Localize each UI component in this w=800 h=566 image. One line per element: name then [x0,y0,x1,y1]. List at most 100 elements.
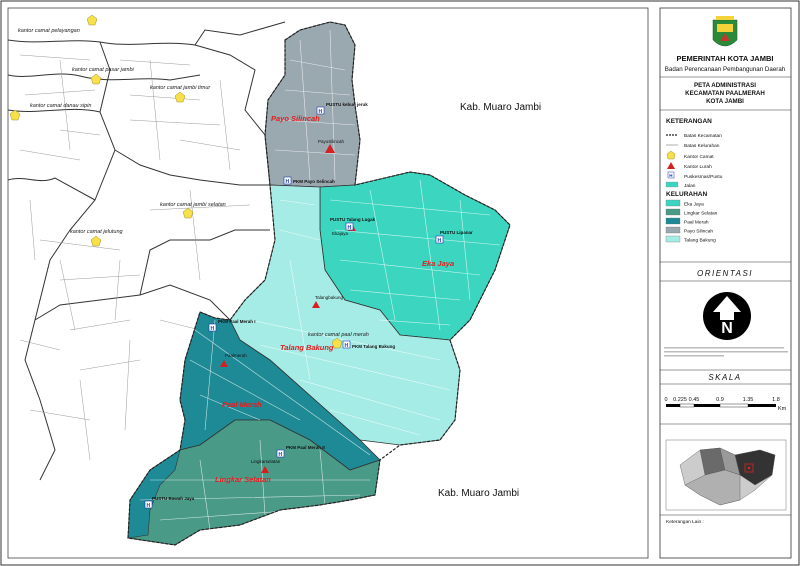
pustu-bawah-icon[interactable]: H [144,500,153,509]
svg-text:0.225: 0.225 [673,397,687,403]
svg-text:Jalan: Jalan [684,183,696,189]
camat-jambi-selatan-label: kantor camat jambi selatan [160,202,226,208]
pkm-talang-icon[interactable]: H [342,340,351,349]
puskesmas-markers: H PUSTU kebun jeruk H PKM Payo Selincah … [144,102,473,509]
camat-danau-sipin-icon[interactable] [9,109,21,121]
legend-item-batas-kecamatan: Batas Kecamatan [666,133,722,139]
lurah-paal-icon[interactable] [220,360,228,367]
lurah-ekajaya-label: Ekajaya [332,231,349,236]
svg-text:0.9: 0.9 [716,397,724,403]
pkm-paal-icon[interactable]: H [208,323,217,332]
svg-text:H: H [279,452,283,458]
lurah-lingkar-icon[interactable] [261,466,269,473]
svg-text:Kantor Camat: Kantor Camat [684,154,714,160]
legend-kel-lingkar-selatan: Lingkar Selatan [665,208,718,217]
svg-text:H: H [348,225,352,231]
svg-text:N: N [721,320,733,337]
label-lingkar-selatan: Lingkar Selatan [215,475,271,484]
svg-text:Eka Jaya: Eka Jaya [684,202,704,208]
scale-bar: 0 0.225 0.45 0.9 1.35 1.8 Km [664,397,786,412]
label-eka-jaya: Eka Jaya [422,259,454,268]
label-paal-merah: Paal Merah [222,400,262,409]
label-payo-silincah: Payo Silincah [271,114,320,123]
pustu-talang-label: PUSTU Talang Lugak [330,217,376,222]
svg-text:H: H [319,109,323,115]
legend-item-kantor-lurah: Kantor Lurah [667,162,712,170]
kantor-camat-icon [666,150,676,160]
camat-pasar-jambi-icon[interactable] [90,73,102,85]
legend-item-jalan: Jalan [665,181,696,189]
dept-title: Badan Perencanaan Pembangunan Daerah [665,66,786,73]
map-area[interactable]: Kab. Muaro Jambi Kab. Muaro Jambi Payo S… [7,7,649,559]
camat-jelutung-label: kantor camat jelutung [70,229,124,235]
camat-danau-sipin-label: kantor camat danau sipin [30,103,91,109]
orientasi-heading: ORIENTASI [697,269,753,278]
pustu-talang-icon[interactable]: H [345,222,354,231]
city-road-lines [19,54,251,461]
camat-jambi-selatan-icon[interactable] [182,207,194,219]
svg-text:H: H [438,238,442,244]
camat-jambi-timur-label: kantor camat jambi timur [150,85,211,91]
svg-text:1.8: 1.8 [772,397,780,403]
org-title: PEMERINTAH KOTA JAMBI [677,54,774,63]
svg-text:Batas Kecamatan: Batas Kecamatan [684,133,722,139]
legend-kel-eka-jaya: Eka Jaya [665,199,704,208]
svg-text:Km: Km [778,406,787,412]
camat-paal-merah-label: kantor camat paal merah [308,332,369,338]
pkm-payo-label: PKM Payo Selincah [293,179,335,184]
pustu-bawah-label: PUSTU Bawah Jaya [152,496,195,501]
legend-panel: PEMERINTAH KOTA JAMBI Badan Perencanaan … [659,7,792,559]
pkm-talang-label: PKM Talang Bakung [352,344,395,349]
camat-pelayangan-label: kantor camat pelayangan [18,28,80,34]
pustu-lipanar-icon[interactable]: H [435,235,444,244]
region-label-muaro-jambi-top: Kab. Muaro Jambi [460,102,541,113]
camat-pasar-jambi-label: kantor camat pasar jambi [72,67,135,73]
district-boundary [127,21,511,546]
lurah-lingkar-label: Lingkarselatan [251,459,281,464]
lurah-payo-icon[interactable] [325,144,335,153]
lurah-talang-icon[interactable] [312,301,320,308]
svg-text:0: 0 [664,397,667,403]
camat-jelutung-icon[interactable] [90,235,102,247]
label-talang-bakung: Talang Bakung [280,343,334,352]
svg-text:H: H [211,326,215,332]
svg-text:Kantor Lurah: Kantor Lurah [684,164,712,170]
pustu-payo-icon[interactable]: H [316,106,325,115]
lurah-talang-label: Talangbakung [315,295,344,300]
legend-heading: KETERANGAN [666,118,712,125]
region-label-muaro-jambi-bottom: Kab. Muaro Jambi [438,488,519,499]
map-title-line3: KOTA JAMBI [706,98,744,105]
pustu-payo-label: PUSTU kebun jeruk [326,102,368,107]
legend-item-kantor-camat: Kantor Camat [666,150,714,160]
svg-text:H: H [345,343,349,349]
camat-pelayangan-icon[interactable] [86,14,98,26]
pkm-paal2-icon[interactable]: H [276,449,285,458]
legend-item-puskesmas: H Puskesmas/Pustu [667,171,723,180]
pkm-paal-label: PKM Paal Merah I [218,319,256,324]
camat-jambi-timur-icon[interactable] [174,91,186,103]
kantor-lurah-icon [667,162,675,169]
keterangan-lain: Keterangan Lain : [666,519,704,525]
projection-notes [664,347,788,357]
puskesmas-icon [667,171,675,179]
svg-text:Batas Kelurahan: Batas Kelurahan [684,143,720,149]
kantor-camat-markers: kantor camat pelayangan kantor camat pas… [9,14,369,349]
svg-text:Puskesmas/Pustu: Puskesmas/Pustu [684,174,723,180]
lurah-paal-label: Paalmerah [225,353,247,358]
svg-text:H: H [669,173,672,178]
svg-text:H: H [147,503,151,509]
inset-locator-map [665,439,787,511]
pustu-lipanar-label: PUSTU Lipanar [440,230,473,235]
legend-kel-payo-silincah: Payo Silincah [665,226,713,235]
jambi-emblem-icon [712,16,738,47]
svg-text:Talang Bakung: Talang Bakung [684,238,716,244]
svg-text:H: H [286,179,290,185]
camat-paal-merah-icon[interactable] [331,337,343,349]
svg-text:Paal Merah: Paal Merah [684,220,709,226]
svg-text:0.45: 0.45 [689,397,700,403]
legend-kel-talang-bakung: Talang Bakung [665,235,716,244]
pkm-paal2-label: PKM Paal Merah II [286,445,325,450]
map-title-line1: PETA ADMINISTRASI [694,82,756,89]
pkm-payo-icon[interactable]: H [283,176,292,185]
